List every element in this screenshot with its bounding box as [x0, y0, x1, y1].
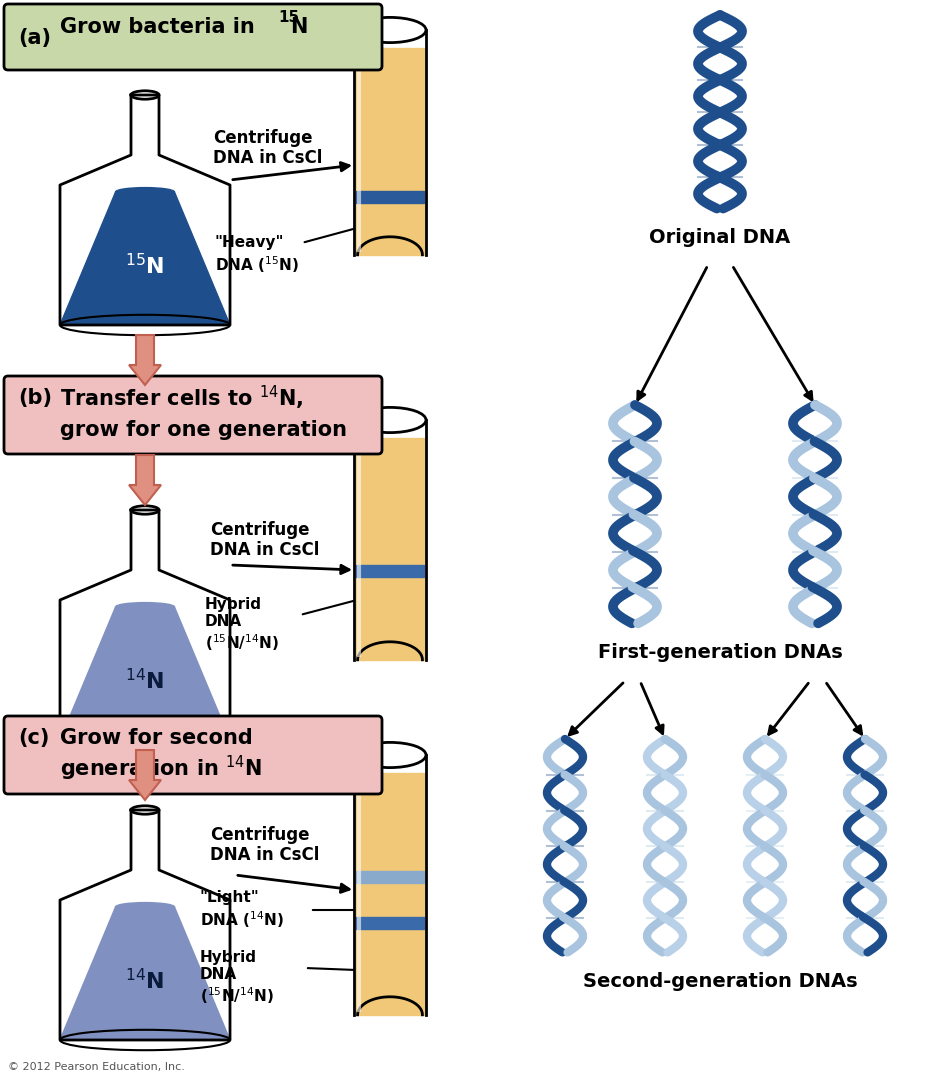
FancyBboxPatch shape	[4, 376, 382, 454]
Bar	[356, 438, 424, 660]
Text: grow for one generation: grow for one generation	[60, 420, 347, 440]
Polygon shape	[60, 510, 230, 740]
FancyArrow shape	[129, 750, 161, 800]
Text: $^{14}$N: $^{14}$N	[125, 968, 165, 993]
Text: First-generation DNAs: First-generation DNAs	[597, 643, 843, 662]
Text: Hybrid
DNA
($^{15}$N/$^{14}$N): Hybrid DNA ($^{15}$N/$^{14}$N)	[205, 597, 279, 653]
FancyBboxPatch shape	[4, 4, 382, 70]
Polygon shape	[60, 607, 230, 740]
Bar	[356, 773, 424, 1015]
Ellipse shape	[116, 603, 174, 611]
Text: Centrifuge
DNA in CsCl: Centrifuge DNA in CsCl	[210, 825, 319, 864]
Text: N: N	[290, 17, 307, 37]
Bar	[356, 870, 424, 883]
Polygon shape	[60, 95, 230, 325]
Text: $^{15}$N: $^{15}$N	[125, 253, 165, 278]
Polygon shape	[60, 192, 230, 325]
Ellipse shape	[354, 742, 426, 768]
Text: 15: 15	[278, 11, 300, 26]
FancyBboxPatch shape	[4, 716, 382, 794]
Text: Hybrid
DNA
($^{15}$N/$^{14}$N): Hybrid DNA ($^{15}$N/$^{14}$N)	[200, 949, 274, 1007]
Bar	[356, 191, 424, 203]
Polygon shape	[60, 907, 230, 1040]
Text: Transfer cells to $^{14}$N,: Transfer cells to $^{14}$N,	[60, 383, 303, 413]
Text: Grow for second: Grow for second	[60, 728, 253, 748]
Polygon shape	[357, 237, 423, 255]
Bar	[356, 917, 424, 929]
Text: Centrifuge
DNA in CsCl: Centrifuge DNA in CsCl	[210, 521, 319, 559]
Text: © 2012 Pearson Education, Inc.: © 2012 Pearson Education, Inc.	[8, 1062, 185, 1072]
Text: "Heavy"
DNA ($^{15}$N): "Heavy" DNA ($^{15}$N)	[215, 229, 355, 274]
Text: generation in $^{14}$N: generation in $^{14}$N	[60, 754, 263, 783]
Ellipse shape	[354, 407, 426, 433]
FancyArrow shape	[129, 455, 161, 505]
Text: (a): (a)	[18, 28, 51, 48]
FancyArrow shape	[129, 335, 161, 384]
Text: Original DNA: Original DNA	[649, 228, 791, 247]
Text: Second-generation DNAs: Second-generation DNAs	[583, 972, 857, 991]
Polygon shape	[357, 997, 423, 1015]
Polygon shape	[60, 810, 230, 1040]
Text: Grow bacteria in: Grow bacteria in	[60, 17, 262, 37]
Text: $^{14}$N: $^{14}$N	[125, 667, 165, 692]
Ellipse shape	[116, 188, 174, 197]
Text: "Light"
DNA ($^{14}$N): "Light" DNA ($^{14}$N)	[200, 891, 284, 930]
Text: (c): (c)	[18, 728, 49, 748]
Text: Centrifuge
DNA in CsCl: Centrifuge DNA in CsCl	[213, 129, 322, 167]
Polygon shape	[357, 642, 423, 660]
Bar	[356, 565, 424, 577]
Ellipse shape	[116, 903, 174, 912]
Ellipse shape	[354, 17, 426, 42]
Bar	[356, 48, 424, 255]
Text: (b): (b)	[18, 388, 52, 408]
